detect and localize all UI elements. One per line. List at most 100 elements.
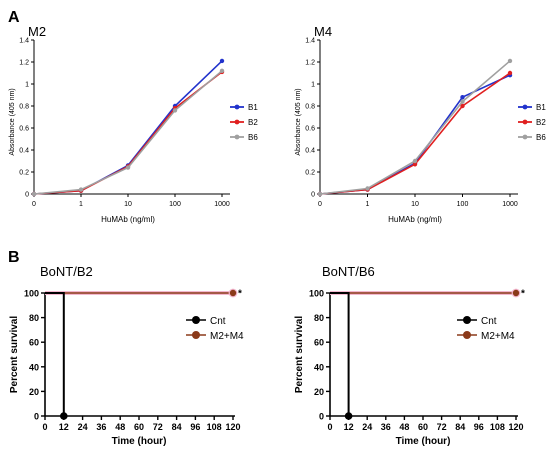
data-point-b1 <box>460 95 465 100</box>
y-tick-label: 1 <box>311 82 315 89</box>
x-tick-label: 100 <box>169 201 181 208</box>
significance-marker: * <box>238 289 242 300</box>
y-tick-label: 80 <box>314 313 324 323</box>
x-tick-label: 10 <box>124 201 132 208</box>
legend-label-b2: B2 <box>536 118 546 127</box>
chart-m2: M2 0 0.2 0.4 0.6 0.8 1 1.2 1.4 0 1 10 100 1000 HuMAb (… <box>9 24 258 224</box>
chart-title: BoNT/B2 <box>40 264 93 279</box>
y-tick-label: 0 <box>319 412 324 422</box>
data-point-b2 <box>460 103 465 109</box>
data-point-cnt <box>60 412 68 420</box>
data-point-m2-m4 <box>228 288 238 298</box>
x-tick-label: 36 <box>96 422 106 432</box>
y-tick-label: 0.4 <box>305 148 315 155</box>
x-axis-label: Time (hour) <box>112 436 167 447</box>
y-tick-label: 0.2 <box>305 170 315 177</box>
chart-title: BoNT/B6 <box>322 264 375 279</box>
x-tick-label: 48 <box>399 422 409 432</box>
x-tick-label: 1000 <box>214 201 230 208</box>
series-line-b2 <box>319 72 511 195</box>
y-tick-label: 20 <box>314 387 324 397</box>
y-tick-label: 0 <box>25 192 29 199</box>
panel-label-b: B <box>8 249 20 266</box>
x-tick-label: 24 <box>78 422 88 432</box>
legend-label-cnt: Cnt <box>481 316 497 327</box>
data-point-cnt <box>344 412 353 420</box>
series-line-b6 <box>319 60 511 195</box>
y-tick-label: 0.2 <box>19 170 29 177</box>
legend-label-b1: B1 <box>536 103 546 112</box>
chart-bont-b6-survival: BoNT/B6 0 20 40 60 80 100 0 12 24 36 48 60 72 84 96 108 1… <box>294 264 525 447</box>
chart-title: M2 <box>28 24 46 39</box>
data-point-b6 <box>412 158 418 164</box>
y-tick-label: 0.8 <box>19 104 29 111</box>
chart-title: M4 <box>314 24 332 39</box>
x-tick-label: 108 <box>207 422 222 432</box>
legend-label-b6: B6 <box>248 133 258 142</box>
y-axis-label: Percent survival <box>294 316 305 393</box>
series-line-b6 <box>33 70 223 195</box>
x-tick-label: 120 <box>225 422 240 432</box>
chart-m4: M4 0 0.2 0.4 0.6 0.8 1 1.2 1.4 0 1 10 100 1000 HuMAb (… <box>295 24 546 224</box>
x-tick-label: 96 <box>190 422 200 432</box>
panel-label-a: A <box>8 9 20 26</box>
data-point-b6 <box>317 191 323 197</box>
data-point-b6 <box>219 68 225 74</box>
y-tick-label: 0 <box>34 412 39 422</box>
data-point-b6 <box>31 191 37 197</box>
data-point-b6 <box>172 108 178 113</box>
data-point-b1 <box>219 58 225 64</box>
y-tick-label: 60 <box>29 338 39 348</box>
y-tick-label: 1 <box>25 82 29 89</box>
legend-label-b6: B6 <box>536 133 546 142</box>
y-tick-label: 1.2 <box>19 60 29 67</box>
y-tick-label: 1.4 <box>305 38 315 45</box>
y-axis-label: Absorbance (405 nm) <box>295 88 302 155</box>
y-tick-label: 1.4 <box>19 38 29 45</box>
y-tick-label: 0 <box>311 192 315 199</box>
legend-marker-b1 <box>522 104 528 110</box>
x-tick-label: 0 <box>318 201 322 208</box>
series-line-b1 <box>33 60 223 195</box>
x-tick-label: 0 <box>32 201 36 208</box>
legend-marker-cnt <box>192 316 200 324</box>
y-tick-label: 80 <box>29 313 39 323</box>
x-tick-label: 1000 <box>502 201 518 208</box>
data-point-b6 <box>507 58 513 64</box>
data-point-b2 <box>507 70 513 76</box>
legend-marker-b1 <box>234 104 240 110</box>
legend-marker-b2 <box>234 119 240 125</box>
x-tick-label: 84 <box>172 422 182 432</box>
y-axis-label: Absorbance (405 nm) <box>9 88 16 155</box>
y-tick-label: 40 <box>314 362 324 372</box>
x-tick-label: 0 <box>42 422 47 432</box>
x-tick-label: 120 <box>508 422 523 432</box>
data-point-b6 <box>460 99 465 104</box>
significance-marker: * <box>521 289 525 300</box>
y-tick-label: 40 <box>29 362 39 372</box>
y-tick-label: 0.8 <box>305 104 315 111</box>
legend-label-m2-m4: M2+M4 <box>210 331 244 342</box>
legend-label-cnt: Cnt <box>210 316 226 327</box>
y-tick-label: 1.2 <box>305 60 315 67</box>
x-tick-label: 60 <box>418 422 428 432</box>
x-axis-label: HuMAb (ng/ml) <box>101 215 155 224</box>
legend-marker-m2-m4 <box>192 331 200 339</box>
data-point-m2-m4 <box>511 288 521 298</box>
x-tick-label: 1 <box>79 201 83 208</box>
legend-label-b1: B1 <box>248 103 258 112</box>
y-tick-label: 60 <box>314 338 324 348</box>
data-point-b6 <box>125 165 131 170</box>
x-tick-label: 84 <box>455 422 465 432</box>
x-tick-label: 10 <box>411 201 419 208</box>
legend-label-b2: B2 <box>248 118 258 127</box>
chart-bont-b2-survival: BoNT/B2 0 20 40 60 80 100 0 12 24 36 48 60 72 84 96 108 1… <box>9 264 244 447</box>
x-tick-label: 12 <box>59 422 69 432</box>
y-tick-label: 100 <box>309 289 324 299</box>
x-tick-label: 0 <box>327 422 332 432</box>
x-axis-label: HuMAb (ng/ml) <box>388 215 442 224</box>
y-tick-label: 0.4 <box>19 148 29 155</box>
x-axis-label: Time (hour) <box>396 436 451 447</box>
series-line-b2 <box>33 71 223 195</box>
x-tick-label: 60 <box>134 422 144 432</box>
